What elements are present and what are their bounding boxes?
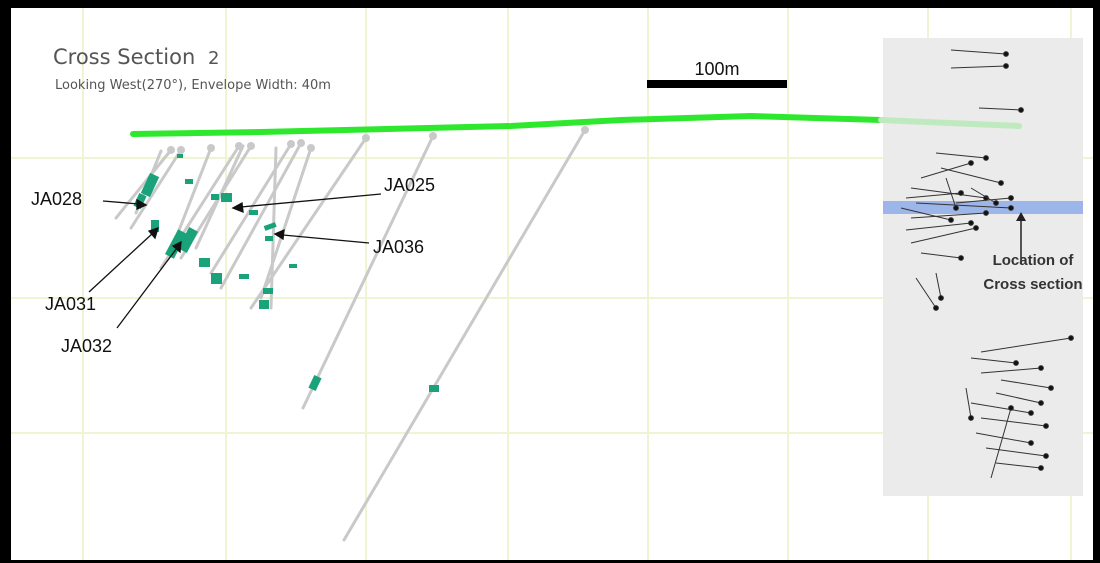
- inset-collar-dot: [1038, 465, 1044, 471]
- inset-drillhole-trace: [950, 49, 1007, 55]
- inset-drillhole-trace: [978, 107, 1022, 111]
- location-inset: Location of Cross section: [883, 38, 1083, 496]
- drillhole-label-ja025: JA025: [384, 175, 435, 195]
- inset-drillhole-trace: [905, 222, 972, 231]
- inset-collar-dot: [1068, 335, 1074, 341]
- drillhole-label-ja036: JA036: [373, 237, 424, 257]
- inset-collar-dot: [1048, 385, 1054, 391]
- inset-collar-dot: [948, 217, 954, 223]
- inset-drillhole-trace: [1000, 379, 1052, 389]
- title-block: Cross Section 2 Looking West(270°), Enve…: [53, 45, 331, 93]
- inset-collar-dot: [1043, 453, 1049, 459]
- inset-collar-dot: [1008, 405, 1014, 411]
- scale-bar-line: [647, 80, 787, 88]
- cross-section-canvas: Location of Cross section: [11, 8, 1093, 560]
- inset-collar-dot: [1008, 195, 1014, 201]
- drillhole-label-ja032: JA032: [61, 336, 112, 356]
- inset-collar-dot: [1028, 410, 1034, 416]
- scale-bar-label: 100m: [694, 59, 739, 79]
- location-label-line2: Cross section: [983, 276, 1082, 293]
- inset-drillhole-trace: [990, 407, 1012, 479]
- inset-drillhole-trace: [980, 337, 1072, 353]
- inset-drillhole-trace: [955, 197, 1012, 204]
- inset-collar-dot: [968, 415, 974, 421]
- inset-drillhole-trace: [970, 187, 997, 204]
- inset-drillhole-trace: [975, 432, 1032, 444]
- inset-collar-dot: [1003, 63, 1009, 69]
- inset-drillhole-trace: [980, 367, 1042, 374]
- cross-section-drawing: Location of Cross section: [11, 8, 1093, 560]
- collar-markers: [167, 126, 589, 154]
- inset-collar-dot: [1038, 400, 1044, 406]
- inset-drillhole-trace: [995, 462, 1042, 469]
- inset-drillhole-trace: [910, 227, 977, 244]
- inset-drillhole-trace: [920, 252, 962, 259]
- inset-drillhole-trace: [900, 207, 952, 221]
- inset-collar-dot: [958, 190, 964, 196]
- inset-drillhole-trace: [985, 447, 1047, 457]
- section-location-band: [883, 201, 1083, 214]
- inset-drillhole-trace: [915, 277, 937, 309]
- label-arrows: [88, 193, 382, 329]
- inset-collar-dot: [953, 205, 959, 211]
- topographic-surface: [130, 112, 1022, 137]
- inset-collar-dot: [993, 200, 999, 206]
- inset-drillhole-trace: [970, 357, 1017, 364]
- inset-drillhole-trace: [945, 177, 957, 209]
- section-number: 2: [208, 48, 219, 69]
- inset-drillhole-trace: [935, 272, 942, 299]
- inset-drillhole-trace: [940, 167, 1002, 184]
- inset-collar-dot: [1038, 365, 1044, 371]
- drillholes: [114, 128, 587, 542]
- inset-drillhole-traces: [900, 49, 1074, 479]
- section-title-text: Cross Section: [53, 45, 195, 69]
- inset-collar-dot: [1013, 360, 1019, 366]
- inset-collar-dot: [968, 220, 974, 226]
- inset-collar-dot: [958, 255, 964, 261]
- inset-drillhole-trace: [950, 65, 1007, 69]
- inset-background: [883, 38, 1083, 496]
- inset-drillhole-trace: [915, 202, 1012, 209]
- inset-collar-dot: [1043, 423, 1049, 429]
- inset-collar-dot: [973, 225, 979, 231]
- inset-collar-dot: [998, 180, 1004, 186]
- drillhole-label-ja031: JA031: [45, 294, 96, 314]
- location-arrow-head: [1016, 212, 1026, 221]
- section-title: Cross Section 2: [53, 45, 219, 69]
- section-subtitle: Looking West(270°), Envelope Width: 40m: [55, 78, 331, 93]
- scale-bar: 100m: [647, 59, 787, 88]
- inset-collar-dot: [1008, 205, 1014, 211]
- inset-drillhole-trace: [905, 192, 962, 199]
- inset-collar-dot: [938, 295, 944, 301]
- inset-drillhole-trace: [965, 387, 972, 419]
- inset-drillhole-trace: [935, 152, 987, 159]
- inset-collar-dot: [1003, 51, 1009, 57]
- inset-collar-dot: [933, 305, 939, 311]
- inset-collar-dot: [983, 155, 989, 161]
- inset-drillhole-trace: [995, 392, 1042, 404]
- inset-collar-dot: [983, 210, 989, 216]
- inset-collar-dot: [1028, 440, 1034, 446]
- inset-drillhole-trace: [970, 402, 1032, 414]
- inset-collar-dot: [1018, 107, 1024, 113]
- inset-collar-dot: [968, 160, 974, 166]
- inset-drillhole-trace: [980, 417, 1047, 427]
- inset-drillhole-trace: [920, 162, 972, 179]
- drillhole-label-ja028: JA028: [31, 189, 82, 209]
- inset-drillhole-trace: [910, 212, 987, 219]
- inset-drillhole-trace: [910, 187, 987, 199]
- location-label-line1: Location of: [993, 252, 1075, 269]
